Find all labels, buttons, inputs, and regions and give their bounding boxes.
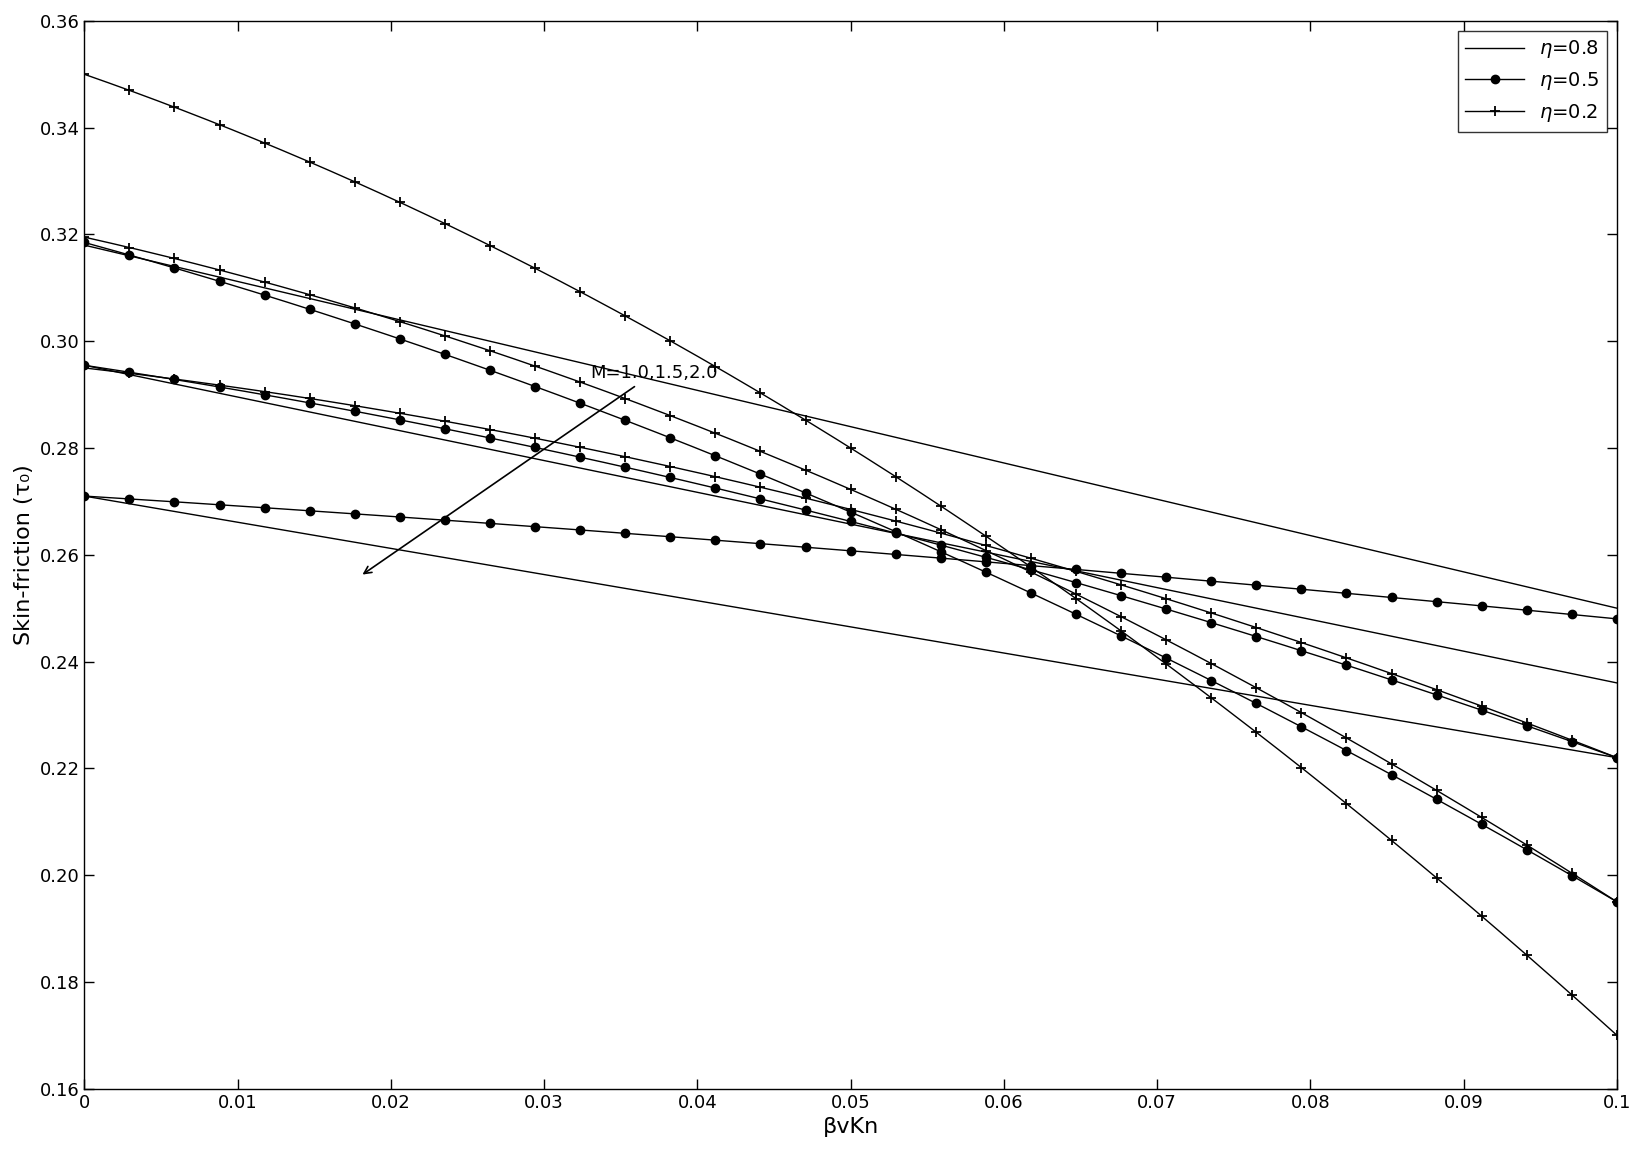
Text: M=1.0,1.5,2.0: M=1.0,1.5,2.0 [364,364,717,573]
X-axis label: βvKn: βvKn [822,1118,878,1137]
Y-axis label: Skin-friction (τ₀): Skin-friction (τ₀) [13,464,35,646]
Legend: $\eta$=0.8, $\eta$=0.5, $\eta$=0.2: $\eta$=0.8, $\eta$=0.5, $\eta$=0.2 [1457,31,1607,131]
